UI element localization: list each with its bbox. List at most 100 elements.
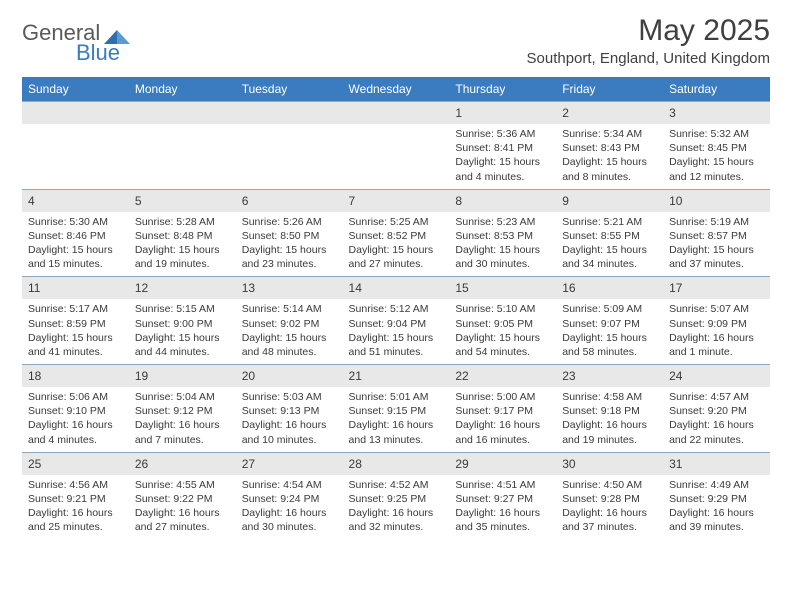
sunset-text: Sunset: 9:17 PM bbox=[455, 404, 550, 418]
daylight-text: Daylight: 15 hours and 44 minutes. bbox=[135, 331, 230, 359]
day-number-cell: 11 bbox=[22, 277, 129, 300]
day-number: 28 bbox=[349, 457, 362, 471]
day-number: 26 bbox=[135, 457, 148, 471]
daylight-text: Daylight: 16 hours and 16 minutes. bbox=[455, 418, 550, 446]
day-detail-cell: Sunrise: 5:17 AMSunset: 8:59 PMDaylight:… bbox=[22, 299, 129, 364]
day-number: 9 bbox=[562, 194, 569, 208]
day-number: 3 bbox=[669, 106, 676, 120]
day-number: 16 bbox=[562, 281, 575, 295]
day-number-cell: 3 bbox=[663, 102, 770, 125]
day-number-cell: 14 bbox=[343, 277, 450, 300]
day-detail-cell: Sunrise: 5:23 AMSunset: 8:53 PMDaylight:… bbox=[449, 212, 556, 277]
week-detail-row: Sunrise: 4:56 AMSunset: 9:21 PMDaylight:… bbox=[22, 475, 770, 540]
sunset-text: Sunset: 8:43 PM bbox=[562, 141, 657, 155]
sunset-text: Sunset: 9:15 PM bbox=[349, 404, 444, 418]
sunset-text: Sunset: 9:05 PM bbox=[455, 317, 550, 331]
day-number-cell: 30 bbox=[556, 452, 663, 475]
sunrise-text: Sunrise: 5:06 AM bbox=[28, 390, 123, 404]
day-detail-cell: Sunrise: 5:32 AMSunset: 8:45 PMDaylight:… bbox=[663, 124, 770, 189]
header: GeneralBlue May 2025 Southport, England,… bbox=[22, 14, 770, 73]
day-detail-cell: Sunrise: 5:09 AMSunset: 9:07 PMDaylight:… bbox=[556, 299, 663, 364]
sunset-text: Sunset: 8:50 PM bbox=[242, 229, 337, 243]
day-number-cell: 18 bbox=[22, 365, 129, 388]
sunrise-text: Sunrise: 5:28 AM bbox=[135, 215, 230, 229]
day-detail-cell: Sunrise: 5:36 AMSunset: 8:41 PMDaylight:… bbox=[449, 124, 556, 189]
daylight-text: Daylight: 16 hours and 22 minutes. bbox=[669, 418, 764, 446]
day-number: 23 bbox=[562, 369, 575, 383]
daylight-text: Daylight: 16 hours and 19 minutes. bbox=[562, 418, 657, 446]
day-detail-cell: Sunrise: 4:58 AMSunset: 9:18 PMDaylight:… bbox=[556, 387, 663, 452]
day-header: Friday bbox=[556, 77, 663, 102]
sunset-text: Sunset: 9:10 PM bbox=[28, 404, 123, 418]
sunrise-text: Sunrise: 5:26 AM bbox=[242, 215, 337, 229]
day-number: 27 bbox=[242, 457, 255, 471]
daylight-text: Daylight: 16 hours and 35 minutes. bbox=[455, 506, 550, 534]
sunrise-text: Sunrise: 5:25 AM bbox=[349, 215, 444, 229]
day-number-cell: 13 bbox=[236, 277, 343, 300]
day-number-cell: 24 bbox=[663, 365, 770, 388]
sunset-text: Sunset: 9:24 PM bbox=[242, 492, 337, 506]
day-detail-cell: Sunrise: 5:10 AMSunset: 9:05 PMDaylight:… bbox=[449, 299, 556, 364]
day-number-cell: 15 bbox=[449, 277, 556, 300]
daylight-text: Daylight: 16 hours and 27 minutes. bbox=[135, 506, 230, 534]
sunset-text: Sunset: 9:07 PM bbox=[562, 317, 657, 331]
logo-text-2: Blue bbox=[76, 40, 120, 66]
day-detail-cell bbox=[236, 124, 343, 189]
daylight-text: Daylight: 16 hours and 10 minutes. bbox=[242, 418, 337, 446]
day-number-cell bbox=[129, 102, 236, 125]
sunrise-text: Sunrise: 5:04 AM bbox=[135, 390, 230, 404]
day-header: Tuesday bbox=[236, 77, 343, 102]
sunset-text: Sunset: 8:45 PM bbox=[669, 141, 764, 155]
day-number: 11 bbox=[28, 281, 40, 295]
day-number-cell: 25 bbox=[22, 452, 129, 475]
day-number: 21 bbox=[349, 369, 362, 383]
sunrise-text: Sunrise: 5:36 AM bbox=[455, 127, 550, 141]
sunrise-text: Sunrise: 4:52 AM bbox=[349, 478, 444, 492]
day-detail-cell: Sunrise: 5:01 AMSunset: 9:15 PMDaylight:… bbox=[343, 387, 450, 452]
day-detail-cell: Sunrise: 5:25 AMSunset: 8:52 PMDaylight:… bbox=[343, 212, 450, 277]
day-detail-cell: Sunrise: 5:21 AMSunset: 8:55 PMDaylight:… bbox=[556, 212, 663, 277]
sunset-text: Sunset: 9:09 PM bbox=[669, 317, 764, 331]
day-number: 13 bbox=[242, 281, 255, 295]
sunrise-text: Sunrise: 5:10 AM bbox=[455, 302, 550, 316]
day-number: 5 bbox=[135, 194, 142, 208]
sunset-text: Sunset: 9:22 PM bbox=[135, 492, 230, 506]
sunrise-text: Sunrise: 5:21 AM bbox=[562, 215, 657, 229]
day-number: 30 bbox=[562, 457, 575, 471]
day-number-cell: 23 bbox=[556, 365, 663, 388]
day-number-cell: 20 bbox=[236, 365, 343, 388]
daylight-text: Daylight: 16 hours and 30 minutes. bbox=[242, 506, 337, 534]
day-number-cell: 9 bbox=[556, 189, 663, 212]
sunset-text: Sunset: 8:48 PM bbox=[135, 229, 230, 243]
week-number-row: 45678910 bbox=[22, 189, 770, 212]
daylight-text: Daylight: 16 hours and 1 minute. bbox=[669, 331, 764, 359]
day-detail-cell: Sunrise: 4:51 AMSunset: 9:27 PMDaylight:… bbox=[449, 475, 556, 540]
week-detail-row: Sunrise: 5:36 AMSunset: 8:41 PMDaylight:… bbox=[22, 124, 770, 189]
day-number-cell: 4 bbox=[22, 189, 129, 212]
day-header-row: SundayMondayTuesdayWednesdayThursdayFrid… bbox=[22, 77, 770, 102]
day-number-cell: 27 bbox=[236, 452, 343, 475]
day-detail-cell: Sunrise: 5:19 AMSunset: 8:57 PMDaylight:… bbox=[663, 212, 770, 277]
day-detail-cell: Sunrise: 4:50 AMSunset: 9:28 PMDaylight:… bbox=[556, 475, 663, 540]
sunrise-text: Sunrise: 5:32 AM bbox=[669, 127, 764, 141]
sunset-text: Sunset: 9:27 PM bbox=[455, 492, 550, 506]
daylight-text: Daylight: 16 hours and 25 minutes. bbox=[28, 506, 123, 534]
day-detail-cell: Sunrise: 5:04 AMSunset: 9:12 PMDaylight:… bbox=[129, 387, 236, 452]
daylight-text: Daylight: 15 hours and 30 minutes. bbox=[455, 243, 550, 271]
week-number-row: 25262728293031 bbox=[22, 452, 770, 475]
sunset-text: Sunset: 8:52 PM bbox=[349, 229, 444, 243]
sunrise-text: Sunrise: 4:51 AM bbox=[455, 478, 550, 492]
sunrise-text: Sunrise: 5:14 AM bbox=[242, 302, 337, 316]
location: Southport, England, United Kingdom bbox=[527, 50, 771, 67]
day-number-cell: 2 bbox=[556, 102, 663, 125]
day-number: 22 bbox=[455, 369, 468, 383]
day-number-cell: 8 bbox=[449, 189, 556, 212]
sunrise-text: Sunrise: 5:15 AM bbox=[135, 302, 230, 316]
sunrise-text: Sunrise: 4:50 AM bbox=[562, 478, 657, 492]
sunset-text: Sunset: 9:04 PM bbox=[349, 317, 444, 331]
sunset-text: Sunset: 8:41 PM bbox=[455, 141, 550, 155]
day-number-cell bbox=[236, 102, 343, 125]
day-detail-cell: Sunrise: 5:06 AMSunset: 9:10 PMDaylight:… bbox=[22, 387, 129, 452]
day-number-cell: 7 bbox=[343, 189, 450, 212]
daylight-text: Daylight: 16 hours and 13 minutes. bbox=[349, 418, 444, 446]
